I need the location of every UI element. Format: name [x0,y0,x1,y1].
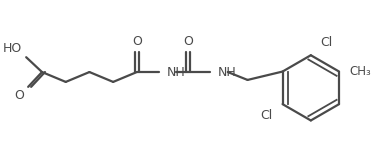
Text: Cl: Cl [321,36,333,49]
Text: NH: NH [166,66,185,79]
Text: Cl: Cl [260,109,273,122]
Text: CH₃: CH₃ [349,65,371,78]
Text: O: O [183,35,193,48]
Text: O: O [132,35,142,48]
Text: O: O [14,89,24,102]
Text: HO: HO [3,42,22,55]
Text: NH: NH [218,66,237,79]
